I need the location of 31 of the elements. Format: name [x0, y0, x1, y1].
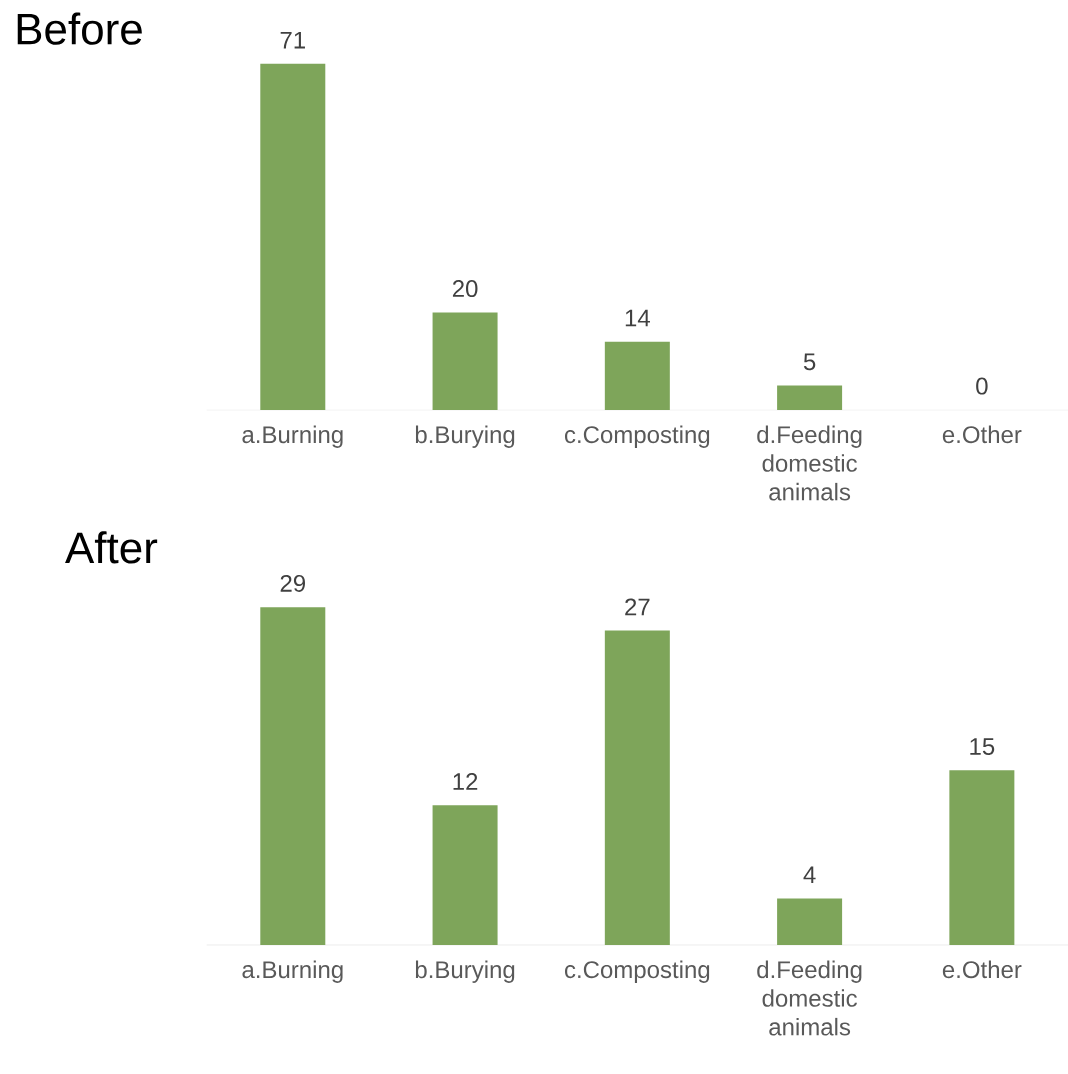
x-tick-label: b.Burying — [415, 425, 515, 448]
data-label: 14 — [625, 309, 650, 327]
data-label: 71 — [280, 31, 305, 49]
x-tick-label: d.Feeding domestic animals — [757, 960, 862, 1036]
data-label: 29 — [280, 574, 306, 592]
bar — [604, 630, 670, 945]
bar — [949, 770, 1015, 945]
chart-title: Before — [17, 12, 142, 45]
data-label: 15 — [970, 738, 995, 755]
data-label: 4 — [803, 866, 816, 884]
bar — [260, 607, 326, 945]
x-tick-label: c.Composting — [564, 960, 710, 983]
bar — [432, 805, 498, 945]
x-tick-label: a.Burning — [242, 960, 343, 983]
x-tick-label: c.Composting — [564, 425, 710, 448]
data-label: 12 — [453, 773, 478, 790]
data-label: 0 — [976, 377, 988, 395]
bar — [604, 341, 670, 410]
bar — [432, 312, 498, 410]
x-tick-label: d.Feeding domestic animals — [757, 425, 862, 501]
data-label: 5 — [803, 353, 816, 371]
data-label: 27 — [625, 598, 650, 616]
bar — [777, 898, 843, 945]
chart-title: After — [65, 531, 158, 564]
x-tick-label: a.Burning — [242, 425, 343, 448]
x-tick-label: e.Other — [942, 425, 1022, 444]
bar — [260, 63, 326, 410]
x-tick-label: b.Burying — [415, 960, 515, 983]
bar — [777, 385, 843, 410]
x-tick-label: e.Other — [942, 960, 1022, 979]
data-label: 20 — [452, 280, 478, 298]
